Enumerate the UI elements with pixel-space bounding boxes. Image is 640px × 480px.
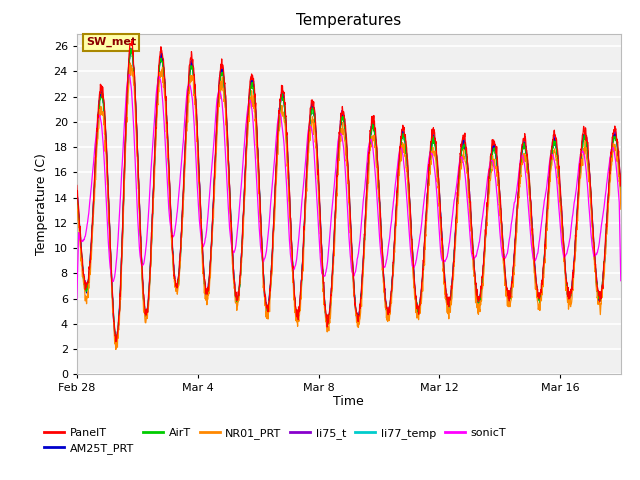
X-axis label: Time: Time [333, 395, 364, 408]
Text: SW_met: SW_met [86, 37, 136, 47]
Y-axis label: Temperature (C): Temperature (C) [35, 153, 48, 255]
Legend: PanelT, AM25T_PRT, AirT, NR01_PRT, li75_t, li77_temp, sonicT: PanelT, AM25T_PRT, AirT, NR01_PRT, li75_… [44, 428, 506, 454]
Title: Temperatures: Temperatures [296, 13, 401, 28]
